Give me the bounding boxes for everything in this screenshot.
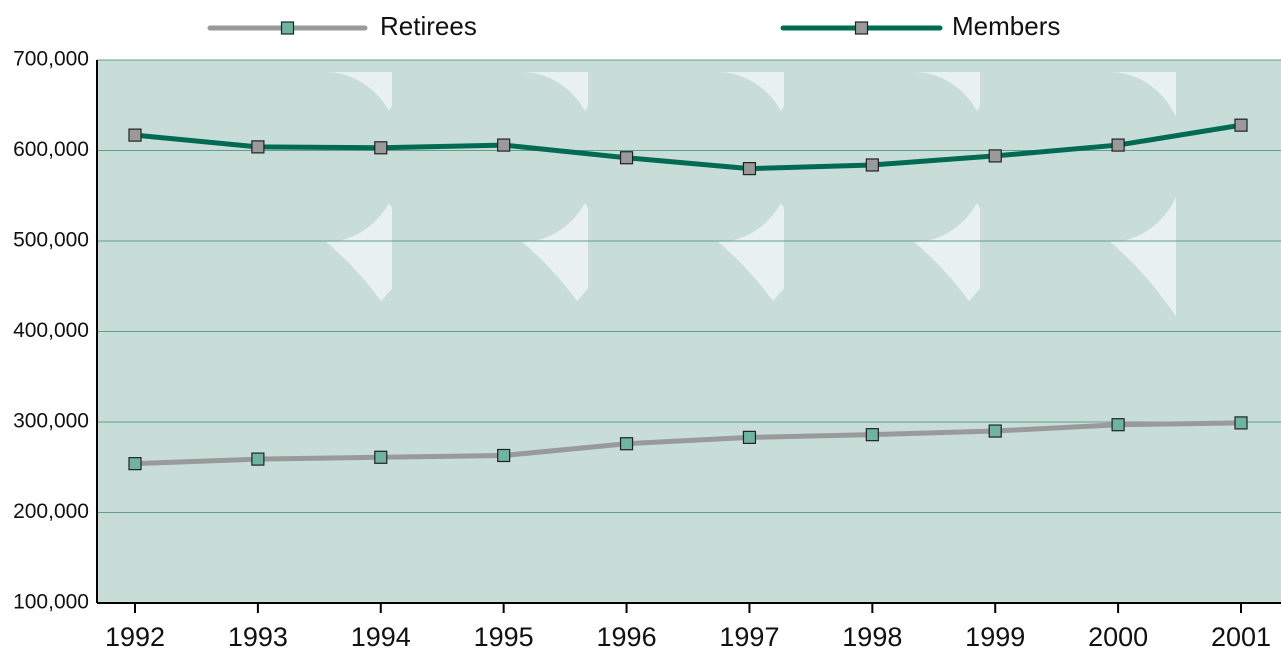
point-marker <box>251 140 265 154</box>
x-tick-label: 2001 <box>1211 622 1271 652</box>
point-marker <box>1234 118 1248 132</box>
legend-label: Retirees <box>380 11 477 41</box>
y-tick-label: 100,000 <box>13 591 89 614</box>
series-line <box>134 122 1242 172</box>
point-marker <box>988 424 1002 438</box>
point-marker <box>619 437 634 451</box>
x-tick-label: 1993 <box>228 622 288 652</box>
lines <box>128 118 1248 471</box>
point-marker <box>128 457 142 471</box>
x-tick-label: 1997 <box>719 622 779 652</box>
point-marker <box>865 428 879 442</box>
x-tick-label: 2000 <box>1088 622 1148 652</box>
point-marker <box>1111 138 1125 152</box>
y-tick-label: 300,000 <box>13 410 89 433</box>
point-marker <box>128 128 142 142</box>
point-marker <box>1111 418 1125 432</box>
point-marker <box>374 450 388 464</box>
y-tick-label: 400,000 <box>13 319 89 342</box>
x-tick-label: 1998 <box>842 622 902 652</box>
legend-marker <box>280 21 295 35</box>
x-tick-label: 1994 <box>351 622 411 652</box>
y-tick-label: 600,000 <box>13 138 89 161</box>
point-marker <box>988 149 1002 163</box>
point-marker <box>1234 416 1248 430</box>
point-marker <box>497 448 511 463</box>
point-marker <box>374 141 388 155</box>
y-tick-label: 500,000 <box>13 229 89 252</box>
x-tick-label: 1999 <box>965 622 1025 652</box>
point-marker <box>251 452 265 466</box>
labels: 100,000 200,000 300,000 400,000 500,000 600,0… <box>13 11 1271 652</box>
y-tick-label: 700,000 <box>13 48 89 71</box>
point-marker <box>742 430 757 444</box>
legend-marker <box>854 21 869 35</box>
legend-label: Members <box>952 11 1060 41</box>
y-tick-label: 200,000 <box>13 500 89 523</box>
point-marker <box>865 158 879 172</box>
point-marker <box>619 151 634 165</box>
x-tick-label: 1996 <box>597 622 657 652</box>
point-marker <box>742 162 757 176</box>
point-marker <box>497 138 511 152</box>
x-tick-label: 1992 <box>105 622 165 652</box>
x-tick-label: 1995 <box>474 622 534 652</box>
series-line <box>134 420 1242 467</box>
